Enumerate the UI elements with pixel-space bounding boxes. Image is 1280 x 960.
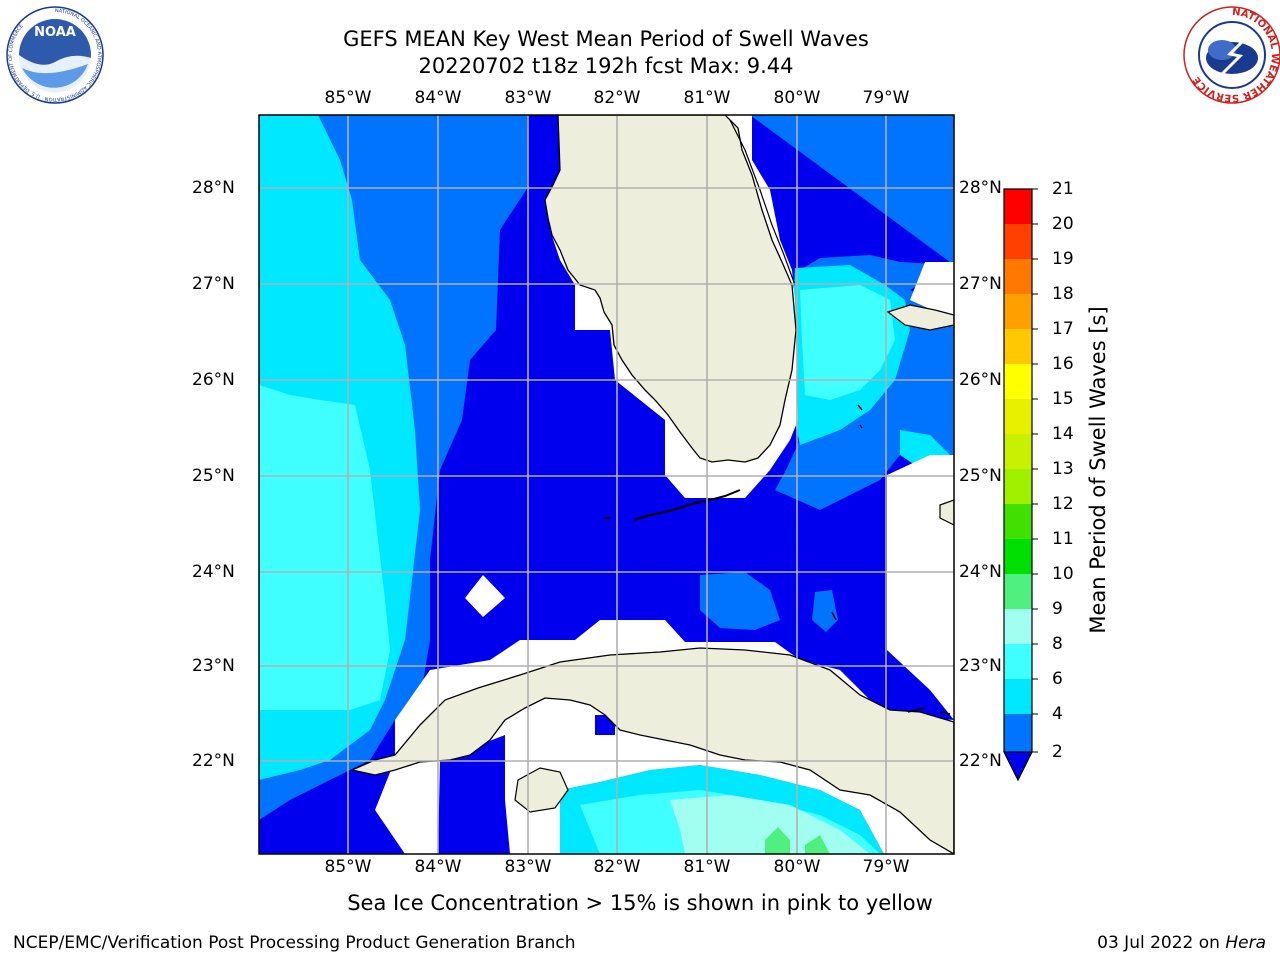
colorbar-label: Mean Period of Swell Waves [s]	[1086, 306, 1110, 634]
colorbar-tick-label: 16	[1052, 354, 1074, 374]
colorbar-tick-label: 10	[1052, 564, 1074, 584]
lat-tick-right: 27°N	[959, 274, 1002, 294]
land-florida-east-barrier	[729, 119, 796, 286]
colorbar-tick-label: 13	[1052, 459, 1074, 479]
lon-tick-top: 81°W	[683, 88, 731, 108]
bahama-cays	[831, 404, 951, 715]
colorbar-tick-label: 20	[1052, 214, 1074, 234]
land-cuba	[349, 647, 954, 854]
lon-tick-top: 79°W	[862, 88, 910, 108]
lat-tick-left: 26°N	[192, 370, 235, 390]
swell-band-6-8s-west	[259, 385, 390, 710]
lon-tick-bottom: 84°W	[414, 857, 462, 877]
map-panel	[259, 115, 954, 854]
colorbar-tick-label: 21	[1052, 179, 1074, 199]
swell-band-6-8s-atlantic	[800, 285, 895, 400]
colorbar-tick-label: 14	[1052, 424, 1074, 444]
colorbar-tick-label: 2	[1052, 742, 1063, 762]
lon-tick-bottom: 82°W	[593, 857, 641, 877]
swell-patch-2-4s-straits	[700, 572, 780, 630]
colorbar-tick-label: 6	[1052, 669, 1063, 689]
lon-tick-bottom: 83°W	[504, 857, 552, 877]
lat-tick-left: 25°N	[192, 466, 235, 486]
colorbar-tick-label: 8	[1052, 634, 1063, 654]
sea-ice-note: Sea Ice Concentration > 15% is shown in …	[347, 891, 933, 915]
colorbar-tick-label: 15	[1052, 389, 1074, 409]
lon-tick-top: 82°W	[593, 88, 641, 108]
lat-tick-left: 23°N	[192, 656, 235, 676]
chart-subtitle-run: 20220702 t18z 192h fcst Max: 9.44	[418, 54, 794, 78]
colorbar-tick-label: 18	[1052, 284, 1074, 304]
land-andros-fragment	[939, 499, 954, 526]
swell-band-9-10s-south-cuba	[765, 827, 830, 854]
lon-tick-top: 83°W	[504, 88, 552, 108]
lon-tick-top: 85°W	[324, 88, 372, 108]
colorbar-tick-label: 4	[1052, 704, 1063, 724]
colorbar-tick-label: 12	[1052, 494, 1074, 514]
lat-tick-left: 24°N	[192, 562, 235, 582]
map-frame	[258, 114, 955, 855]
florida-keys	[604, 489, 741, 521]
lon-tick-top: 84°W	[414, 88, 462, 108]
lat-tick-left: 28°N	[192, 178, 235, 198]
lon-tick-bottom: 79°W	[862, 857, 910, 877]
colorbar-tick-label: 17	[1052, 319, 1074, 339]
lon-tick-bottom: 80°W	[773, 857, 821, 877]
footer-host: Hera	[1225, 933, 1266, 953]
lon-tick-top: 80°W	[773, 88, 821, 108]
map-gridlines	[259, 115, 954, 854]
lon-tick-bottom: 85°W	[324, 857, 372, 877]
colorbar	[1003, 188, 1038, 782]
colorbar-tick-label: 9	[1052, 599, 1063, 619]
lat-tick-right: 23°N	[959, 656, 1002, 676]
lat-tick-right: 22°N	[959, 751, 1002, 771]
noaa-logo: NOAA NATIONAL OCEANIC AND ATMOSPHERIC AD…	[6, 6, 104, 104]
land-grand-bahama	[886, 304, 954, 331]
chart-title: GEFS MEAN Key West Mean Period of Swell …	[343, 27, 869, 51]
lat-tick-left: 27°N	[192, 274, 235, 294]
footer-date-text: 03 Jul 2022 on	[1097, 933, 1226, 953]
footer-date: 03 Jul 2022 on Hera	[1097, 933, 1266, 953]
lat-tick-right: 25°N	[959, 466, 1002, 486]
colorbar-tick-label: 11	[1052, 529, 1074, 549]
land-florida	[544, 115, 797, 463]
footer-branch: NCEP/EMC/Verification Post Processing Pr…	[13, 933, 576, 953]
lat-tick-right: 26°N	[959, 370, 1002, 390]
lon-tick-bottom: 81°W	[683, 857, 731, 877]
lat-tick-right: 24°N	[959, 562, 1002, 582]
swell-patch-2-4s-cay	[812, 590, 838, 632]
lat-tick-left: 22°N	[192, 751, 235, 771]
colorbar-tick-label: 19	[1052, 249, 1074, 269]
nws-logo: NATIONAL WEATHER SERVICE	[1183, 6, 1280, 104]
lat-tick-right: 28°N	[959, 178, 1002, 198]
noaa-logo-text: NOAA	[34, 25, 76, 40]
colorbar-underflow-triangle	[1003, 751, 1033, 782]
